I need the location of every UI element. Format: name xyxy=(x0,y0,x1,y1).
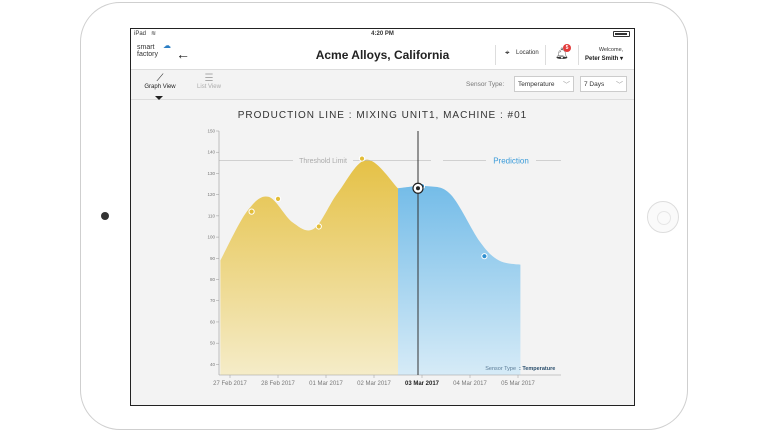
prediction-label: Prediction xyxy=(493,157,529,166)
sensor-type-value: Temperature xyxy=(518,81,555,88)
y-tick-label: 140 xyxy=(207,150,215,155)
y-tick-label: 50 xyxy=(210,341,216,346)
data-point-marker xyxy=(274,195,282,202)
chevron-down-icon: ﹀ xyxy=(563,82,570,89)
app-logo[interactable]: smart ☁ factory xyxy=(137,42,171,59)
tab-list-view[interactable]: ☰ List View xyxy=(191,73,227,90)
x-tick-label: 05 Mar 2017 xyxy=(501,381,535,387)
sensor-chart: Threshold Limit Prediction 40 50 60 70 80 90 100… xyxy=(207,129,561,387)
chevron-down-icon: ﹀ xyxy=(616,82,623,89)
x-tick-label: 01 Mar 2017 xyxy=(309,381,343,387)
location-label[interactable]: Location xyxy=(516,50,539,56)
y-tick-label: 100 xyxy=(207,235,215,240)
logo-text-line1: smart xyxy=(137,44,155,51)
y-tick-label: 70 xyxy=(210,298,216,303)
sensor-type-label: Sensor Type: xyxy=(466,81,505,88)
y-tick-label: 40 xyxy=(210,362,216,367)
threshold-label: Threshold Limit xyxy=(299,158,347,165)
data-point-marker xyxy=(481,253,488,260)
data-point-marker xyxy=(248,208,255,215)
chevron-down-icon: ▾ xyxy=(620,56,624,62)
x-tick-label: 02 Mar 2017 xyxy=(357,381,391,387)
user-name: Peter Smith xyxy=(585,56,619,62)
x-tick-label: 28 Feb 2017 xyxy=(261,381,295,387)
series-area-prediction xyxy=(398,185,521,375)
x-tick-label: 03 Mar 2017 xyxy=(405,381,440,387)
y-tick-label: 110 xyxy=(208,213,216,218)
list-icon: ☰ xyxy=(204,73,214,84)
series-area-actual xyxy=(220,159,398,375)
status-bar: iPad ≋ 4:20 PM xyxy=(131,29,634,40)
status-time: 4:20 PM xyxy=(371,31,394,37)
welcome-text: Welcome, xyxy=(598,47,624,53)
y-tick-label: 80 xyxy=(210,277,216,282)
x-tick-label: 04 Mar 2017 xyxy=(453,381,487,387)
chart-title: PRODUCTION LINE : MIXING UNIT1, MACHINE … xyxy=(237,110,528,121)
view-toolbar: ⟋ Graph View ☰ List View Sensor Type: Te… xyxy=(131,70,634,100)
selected-point-dot xyxy=(416,186,420,191)
divider xyxy=(495,45,496,65)
y-tick-label: 60 xyxy=(210,319,216,324)
back-arrow-icon[interactable]: ← xyxy=(176,46,190,62)
logo-text-line2: factory xyxy=(137,51,159,58)
wifi-icon: ≋ xyxy=(151,31,157,37)
sensor-type-note-label: Sensor Type xyxy=(485,366,516,372)
graph-icon: ⟋ xyxy=(156,73,164,84)
x-tick-label: 27 Feb 2017 xyxy=(213,381,247,387)
location-pin-icon[interactable]: ⌖ xyxy=(505,48,510,57)
page-title: Acme Alloys, California xyxy=(315,48,450,62)
divider xyxy=(545,45,546,65)
y-tick-label: 130 xyxy=(207,171,215,176)
sensor-type-note-value: : Temperature xyxy=(519,366,555,372)
home-button[interactable] xyxy=(647,201,679,233)
user-menu[interactable]: Peter Smith ▾ xyxy=(585,55,623,62)
y-tick-label: 120 xyxy=(207,192,215,197)
data-point-marker xyxy=(315,223,322,230)
tab-label: Graph View xyxy=(144,84,176,90)
battery-icon xyxy=(613,31,630,37)
notification-badge: 5 xyxy=(563,44,571,52)
tab-label: List View xyxy=(197,84,221,90)
tab-graph-view[interactable]: ⟋ Graph View xyxy=(142,73,178,90)
days-select[interactable]: 7 Days ﹀ xyxy=(580,76,627,92)
camera xyxy=(101,212,109,220)
data-point-marker xyxy=(358,155,366,162)
divider xyxy=(578,45,579,65)
carrier-label: iPad xyxy=(134,31,147,37)
sensor-type-select[interactable]: Temperature ﹀ xyxy=(514,76,574,92)
active-tab-caret xyxy=(155,96,163,100)
app-header: smart ☁ factory ← Acme Alloys, Californi… xyxy=(131,40,634,70)
y-tick-label: 90 xyxy=(210,256,216,261)
y-tick-label: 150 xyxy=(207,129,215,134)
app-screen: iPad ≋ 4:20 PM smart ☁ factory ← Acme Al… xyxy=(130,28,635,406)
cloud-icon: ☁ xyxy=(163,41,171,50)
days-value: 7 Days xyxy=(584,81,605,88)
